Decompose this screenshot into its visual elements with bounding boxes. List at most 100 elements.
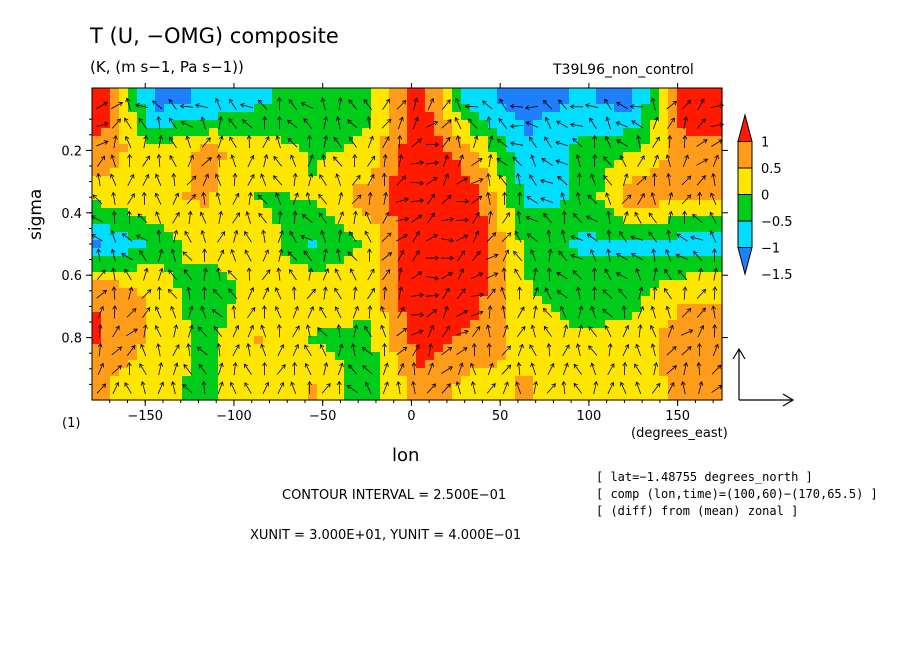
field-cell <box>353 112 363 121</box>
field-cell <box>668 384 678 393</box>
field-cell <box>335 376 345 385</box>
field-cell <box>623 168 633 177</box>
field-cell <box>128 224 138 233</box>
field-cell <box>227 120 237 129</box>
field-cell <box>614 128 624 137</box>
field-cell <box>650 392 660 401</box>
field-cell <box>407 224 417 233</box>
field-cell <box>146 336 156 345</box>
field-cell <box>632 296 642 305</box>
field-cell <box>353 392 363 401</box>
field-cell <box>551 384 561 393</box>
wind-vector <box>367 173 375 186</box>
field-cell <box>470 96 480 105</box>
wind-vector <box>321 153 327 168</box>
field-cell <box>263 184 273 193</box>
field-cell <box>353 336 363 345</box>
field-cell <box>389 176 399 185</box>
field-cell <box>236 224 246 233</box>
field-cell <box>281 176 291 185</box>
field-cell <box>506 376 516 385</box>
field-cell <box>317 376 327 385</box>
wind-vector <box>530 324 536 338</box>
field-cell <box>137 96 147 105</box>
field-cell <box>146 200 156 209</box>
field-cell <box>704 224 714 233</box>
wind-vector <box>97 362 104 376</box>
wind-vector <box>441 346 453 356</box>
field-cell <box>704 360 714 369</box>
field-cell <box>326 392 336 401</box>
field-cell <box>137 320 147 329</box>
field-cell <box>677 344 687 353</box>
field-cell <box>137 200 147 209</box>
wind-vector <box>260 173 267 186</box>
field-cell <box>497 176 507 185</box>
field-cell <box>632 232 642 241</box>
wind-vector <box>244 249 252 262</box>
field-cell <box>290 328 300 337</box>
wind-vector <box>139 249 147 262</box>
wind-vector <box>319 306 327 319</box>
field-cell <box>470 248 480 257</box>
field-cell <box>146 328 156 337</box>
field-cell <box>452 368 462 377</box>
field-cell <box>470 128 480 137</box>
field-cell <box>290 312 300 321</box>
field-cell <box>551 224 561 233</box>
field-cell <box>623 336 633 345</box>
field-cell <box>578 224 588 233</box>
field-cell <box>245 88 255 97</box>
wind-vector <box>604 324 612 338</box>
field-cell <box>209 392 219 401</box>
field-cell <box>119 112 129 121</box>
field-cell <box>101 128 111 137</box>
field-cell <box>587 200 597 209</box>
field-cell <box>533 264 543 273</box>
wind-vector <box>395 197 409 203</box>
field-cell <box>551 232 561 241</box>
field-cell <box>164 392 174 401</box>
field-cell <box>416 272 426 281</box>
field-cell <box>452 248 462 257</box>
field-cell <box>389 96 399 105</box>
field-cell <box>704 88 714 97</box>
wind-vector <box>411 214 423 223</box>
field-cell <box>488 376 498 385</box>
field-cell <box>371 96 381 105</box>
field-cell <box>182 208 192 217</box>
field-cell <box>209 344 219 353</box>
field-cell <box>686 160 696 169</box>
field-cell <box>470 240 480 249</box>
field-cell <box>335 264 345 273</box>
field-cell <box>227 232 237 241</box>
field-cell <box>317 224 327 233</box>
field-cell <box>578 128 588 137</box>
wind-vector <box>529 136 537 148</box>
field-cell <box>569 320 579 329</box>
wind-vector <box>560 305 567 319</box>
field-cell <box>389 216 399 225</box>
field-cell <box>128 272 138 281</box>
field-cell <box>506 360 516 369</box>
field-cell <box>326 96 336 105</box>
field-cell <box>713 88 723 97</box>
field-cell <box>614 344 624 353</box>
field-cell <box>110 368 120 377</box>
wind-vector <box>711 305 717 319</box>
field-cell <box>533 88 543 97</box>
field-cell <box>236 280 246 289</box>
field-cell <box>479 224 489 233</box>
field-cell <box>650 320 660 329</box>
field-cell <box>272 384 282 393</box>
wind-vector <box>142 155 151 167</box>
field-cell <box>434 328 444 337</box>
field-cell <box>353 176 363 185</box>
field-cell <box>92 296 102 305</box>
field-cell <box>605 248 615 257</box>
field-cell <box>101 184 111 193</box>
field-cell <box>650 192 660 201</box>
field-cell <box>542 264 552 273</box>
field-cell <box>578 160 588 169</box>
field-cell <box>560 344 570 353</box>
